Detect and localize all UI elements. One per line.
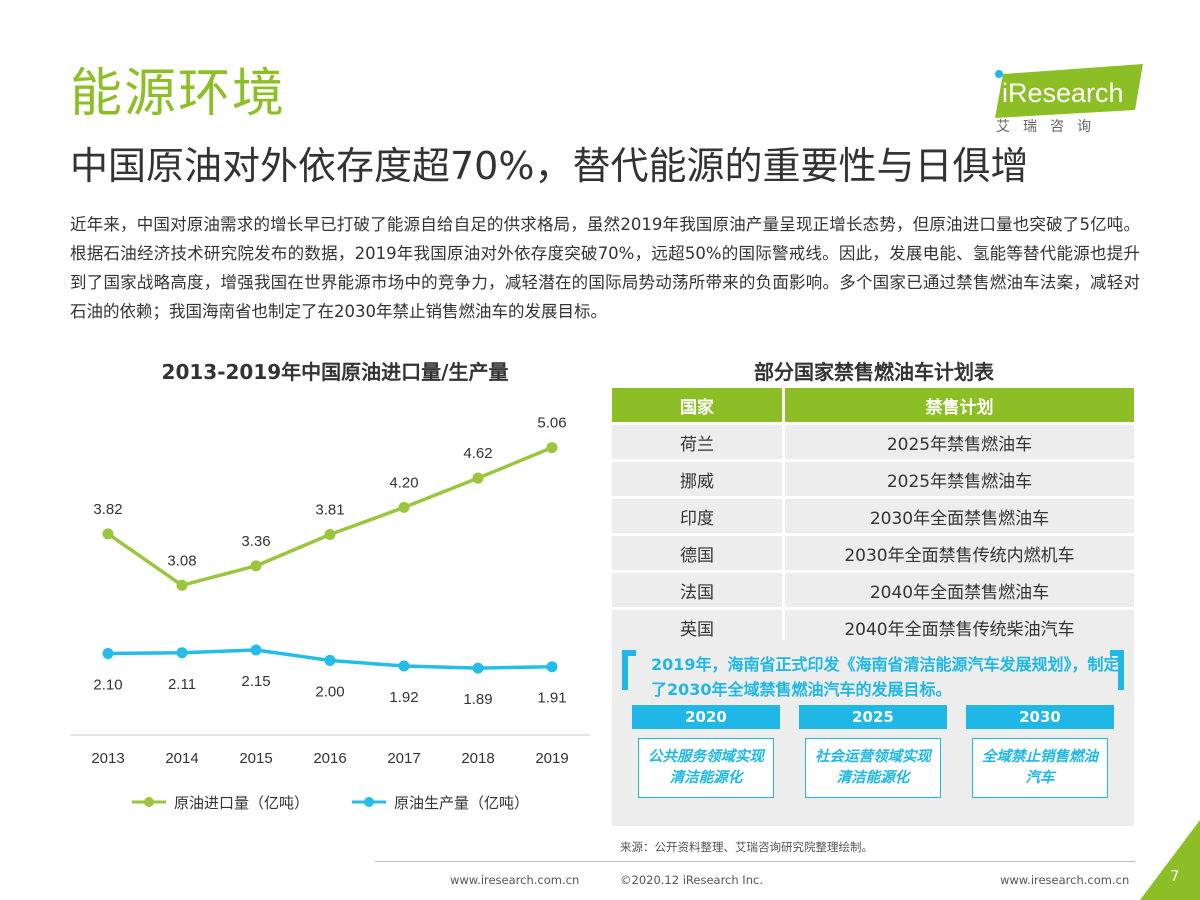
callout-text: 2019年，海南省正式印发《海南省清洁能源汽车发展规划》，制定了2030年全域禁…: [651, 655, 1120, 699]
page-corner-decoration: [1140, 820, 1200, 900]
data-label: 2.15: [241, 673, 270, 690]
table-row: 德国 2030年全面禁售传统内燃机车: [612, 536, 1134, 570]
year-bar-2030: 2030: [966, 705, 1114, 729]
goal-box-2025: 社会运营领域实现清洁能源化: [805, 738, 941, 798]
data-label: 1.92: [389, 689, 418, 706]
data-label: 2.10: [93, 676, 122, 693]
header-plan: 禁售计划: [785, 388, 1134, 422]
callout-bracket-side: [622, 650, 628, 690]
data-label: 4.20: [389, 474, 418, 491]
year-bar-2020: 2020: [632, 705, 780, 729]
data-label: 3.81: [315, 502, 344, 519]
callout-bracket-top: [622, 650, 636, 656]
data-label: 2.11: [168, 676, 196, 693]
data-label: 1.89: [463, 691, 492, 708]
line-chart: 2013 2014 2015 2016 2017 2018 2019 3.82 3.08 3.36…: [70, 415, 590, 812]
table-row: 法国 2040年全面禁售燃油车: [612, 573, 1134, 607]
legend-swatch-dot: [144, 797, 154, 807]
page-number: 7: [1170, 867, 1180, 885]
x-tick-label: 2013: [91, 750, 124, 767]
data-label: 1.91: [537, 690, 566, 707]
x-tick-label: 2015: [239, 750, 272, 767]
goal-box-2030: 全域禁止销售燃油汽车: [972, 738, 1108, 798]
logo-chinese-text: 艾瑞咨询: [996, 119, 1104, 135]
data-point: [250, 644, 262, 656]
data-point: [324, 529, 336, 541]
data-label: 3.08: [167, 552, 196, 569]
footer-url-left[interactable]: www.iresearch.com.cn: [450, 873, 580, 887]
source-note: 来源：公开资料整理、艾瑞咨询研究院整理绘制。: [620, 840, 873, 854]
data-point: [102, 528, 114, 540]
page-title: 中国原油对外依存度超70%，替代能源的重要性与日俱增: [70, 144, 1029, 188]
data-point: [250, 560, 262, 572]
table-row: 印度 2030年全面禁售燃油车: [612, 499, 1134, 533]
ban-plan-table: 国家 禁售计划 荷兰 2025年禁售燃油车 挪威 2025年禁售燃油车 印度 2…: [612, 385, 1134, 647]
data-label: 3.36: [241, 533, 270, 550]
footer-copyright: ©2020.12 iResearch Inc.: [620, 873, 763, 887]
callout-bracket-side-right: [1118, 650, 1124, 690]
data-point: [324, 654, 336, 666]
plan-cell: 2040年全面禁售燃油车: [785, 573, 1134, 607]
x-tick-label: 2018: [461, 750, 494, 767]
data-point: [546, 661, 558, 673]
data-point: [472, 662, 484, 674]
chart-title: 2013-2019年中国原油进口量/生产量: [161, 360, 509, 384]
data-point: [546, 442, 558, 454]
goal-box-2020: 公共服务领域实现清洁能源化: [638, 738, 774, 798]
data-point: [102, 647, 114, 659]
data-point: [176, 647, 188, 659]
plan-cell: 2030年全面禁售传统内燃机车: [785, 536, 1134, 570]
data-label: 3.82: [93, 501, 122, 518]
callout-bracket-top-right: [1110, 650, 1124, 656]
plan-cell: 2030年全面禁售燃油车: [785, 499, 1134, 533]
table-row: 荷兰 2025年禁售燃油车: [612, 425, 1134, 459]
table-title: 部分国家禁售燃油车计划表: [754, 360, 994, 384]
data-label: 4.62: [463, 445, 492, 462]
header-country: 国家: [612, 388, 785, 422]
country-cell: 荷兰: [612, 425, 785, 459]
footer-divider: [375, 861, 1135, 862]
legend-swatch-dot: [364, 797, 374, 807]
year-bar-2025: 2025: [799, 705, 947, 729]
table-row: 挪威 2025年禁售燃油车: [612, 462, 1134, 496]
legend-label: 原油生产量（亿吨）: [394, 795, 529, 812]
data-point: [398, 501, 410, 513]
x-tick-label: 2016: [313, 750, 346, 767]
table-header-row: 国家 禁售计划: [612, 388, 1134, 422]
table-row: 英国 2040年全面禁售传统柴油汽车: [612, 610, 1134, 644]
x-tick-label: 2014: [165, 750, 198, 767]
x-tick-label: 2017: [387, 750, 420, 767]
plan-cell: 2040年全面禁售传统柴油汽车: [785, 610, 1134, 644]
plan-cell: 2025年禁售燃油车: [785, 425, 1134, 459]
country-cell: 德国: [612, 536, 785, 570]
x-tick-label: 2019: [535, 750, 568, 767]
footer-url-right[interactable]: www.iresearch.com.cn: [1000, 873, 1130, 887]
country-cell: 挪威: [612, 462, 785, 496]
section-title: 能源环境: [70, 64, 287, 124]
data-point: [176, 579, 188, 591]
data-label: 5.06: [537, 415, 566, 432]
country-cell: 法国: [612, 573, 785, 607]
data-point: [472, 472, 484, 484]
iresearch-logo: iResearch: [995, 64, 1143, 118]
country-cell: 印度: [612, 499, 785, 533]
logo-text: iResearch: [1002, 78, 1124, 108]
country-cell: 英国: [612, 610, 785, 644]
data-label: 2.00: [315, 683, 344, 700]
plan-cell: 2025年禁售燃油车: [785, 462, 1134, 496]
data-point: [398, 660, 410, 672]
legend-label: 原油进口量（亿吨）: [174, 795, 309, 812]
intro-paragraph: 近年来，中国对原油需求的增长早已打破了能源自给自足的供求格局，虽然2019年我国…: [70, 215, 1140, 321]
